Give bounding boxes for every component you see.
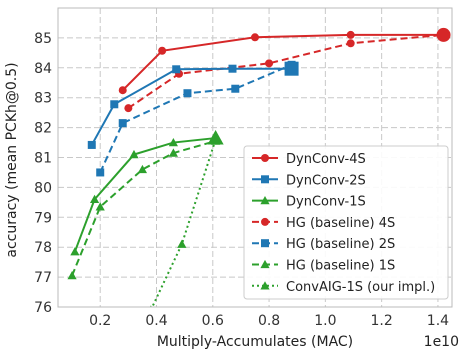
data-point <box>118 119 127 128</box>
data-point <box>265 59 274 68</box>
x-tick-label: 0.6 <box>202 313 224 329</box>
y-axis-label: accuracy (mean PCKh@0.5) <box>4 62 20 257</box>
legend-item: DynConv-2S <box>252 173 366 188</box>
series-1 <box>87 61 299 149</box>
y-tick-label: 77 <box>34 270 52 286</box>
data-point <box>172 65 181 74</box>
legend-item: ConvAIG-1S (our impl.) <box>252 280 435 295</box>
data-point <box>228 64 237 73</box>
data-point <box>124 104 133 113</box>
legend-item: DynConv-1S <box>252 195 366 210</box>
series-line <box>90 67 292 146</box>
x-tick-label: 0.2 <box>89 313 111 329</box>
legend-item: HG (baseline) 1S <box>252 259 395 274</box>
legend-marker <box>261 175 269 184</box>
data-point <box>436 27 451 42</box>
legend-marker <box>260 196 270 205</box>
legend-marker <box>260 281 270 290</box>
data-point <box>95 202 105 211</box>
data-point <box>177 239 187 248</box>
series-line <box>151 139 217 307</box>
data-point <box>168 137 178 147</box>
x-tick-label: 0.8 <box>258 313 280 329</box>
legend-box <box>243 145 449 300</box>
y-tick-label: 79 <box>34 210 52 226</box>
y-tick-label: 80 <box>34 180 52 196</box>
x-tick-label: 1.4 <box>427 313 449 329</box>
y-tick-label: 82 <box>34 121 52 137</box>
data-point <box>231 84 240 93</box>
legend-marker <box>261 239 269 248</box>
series-layer <box>67 27 451 307</box>
legend-label: ConvAIG-1S (our impl.) <box>286 280 435 295</box>
legend-label: DynConv-4S <box>286 152 366 167</box>
legend-marker <box>261 217 269 226</box>
legend-item: DynConv-4S <box>252 152 366 167</box>
data-point <box>96 168 105 177</box>
data-point <box>118 86 127 95</box>
y-tick-label: 81 <box>34 151 52 167</box>
legend-label: HG (baseline) 4S <box>286 216 395 231</box>
data-point <box>251 33 259 42</box>
data-point <box>110 100 119 109</box>
x-axis-label: Multiply-Accumulates (MAC) <box>157 334 353 350</box>
legend-label: DynConv-1S <box>286 195 366 210</box>
legend-item: HG (baseline) 2S <box>252 237 395 252</box>
y-tick-label: 85 <box>34 31 52 47</box>
data-point <box>67 271 77 280</box>
x-tick-label: 1.2 <box>371 313 393 329</box>
data-point <box>129 149 139 159</box>
data-point <box>137 164 148 174</box>
x-tick-label: 1.0 <box>314 313 336 329</box>
ticks: 0.2 0.4 0.6 0.8 1.0 1.2 1.4 76 77 78 79 80 81 82 83 84 8… <box>34 31 449 329</box>
data-point <box>207 130 224 145</box>
data-point <box>89 194 100 204</box>
series-line <box>73 137 216 253</box>
data-point <box>183 89 192 98</box>
legend: DynConv-4S DynConv-2S DynConv-1S HG (baseli… <box>243 145 449 300</box>
legend-marker <box>260 259 270 269</box>
series-line <box>71 140 216 276</box>
x-tick-label: 0.4 <box>145 313 167 329</box>
y-tick-label: 76 <box>34 300 52 316</box>
y-tick-label: 78 <box>34 240 52 256</box>
data-point <box>168 148 178 157</box>
x-axis-multiplier: 1e10 <box>424 334 459 350</box>
legend-label: DynConv-2S <box>286 173 366 188</box>
series-line <box>127 33 444 109</box>
legend-item: HG (baseline) 4S <box>252 216 395 231</box>
plot-frame <box>57 7 453 308</box>
series-2 <box>70 130 224 256</box>
y-tick-label: 83 <box>34 91 52 107</box>
data-point <box>70 247 80 256</box>
data-point <box>346 30 355 39</box>
legend-label: HG (baseline) 2S <box>286 237 395 252</box>
legend-marker <box>261 154 269 162</box>
data-point <box>158 46 167 55</box>
series-0 <box>118 27 451 95</box>
data-point <box>346 39 355 48</box>
data-point <box>284 61 299 76</box>
legend-label: HG (baseline) 1S <box>286 259 395 274</box>
series-line <box>122 33 444 91</box>
y-tick-label: 84 <box>34 61 52 77</box>
data-point <box>87 140 96 149</box>
